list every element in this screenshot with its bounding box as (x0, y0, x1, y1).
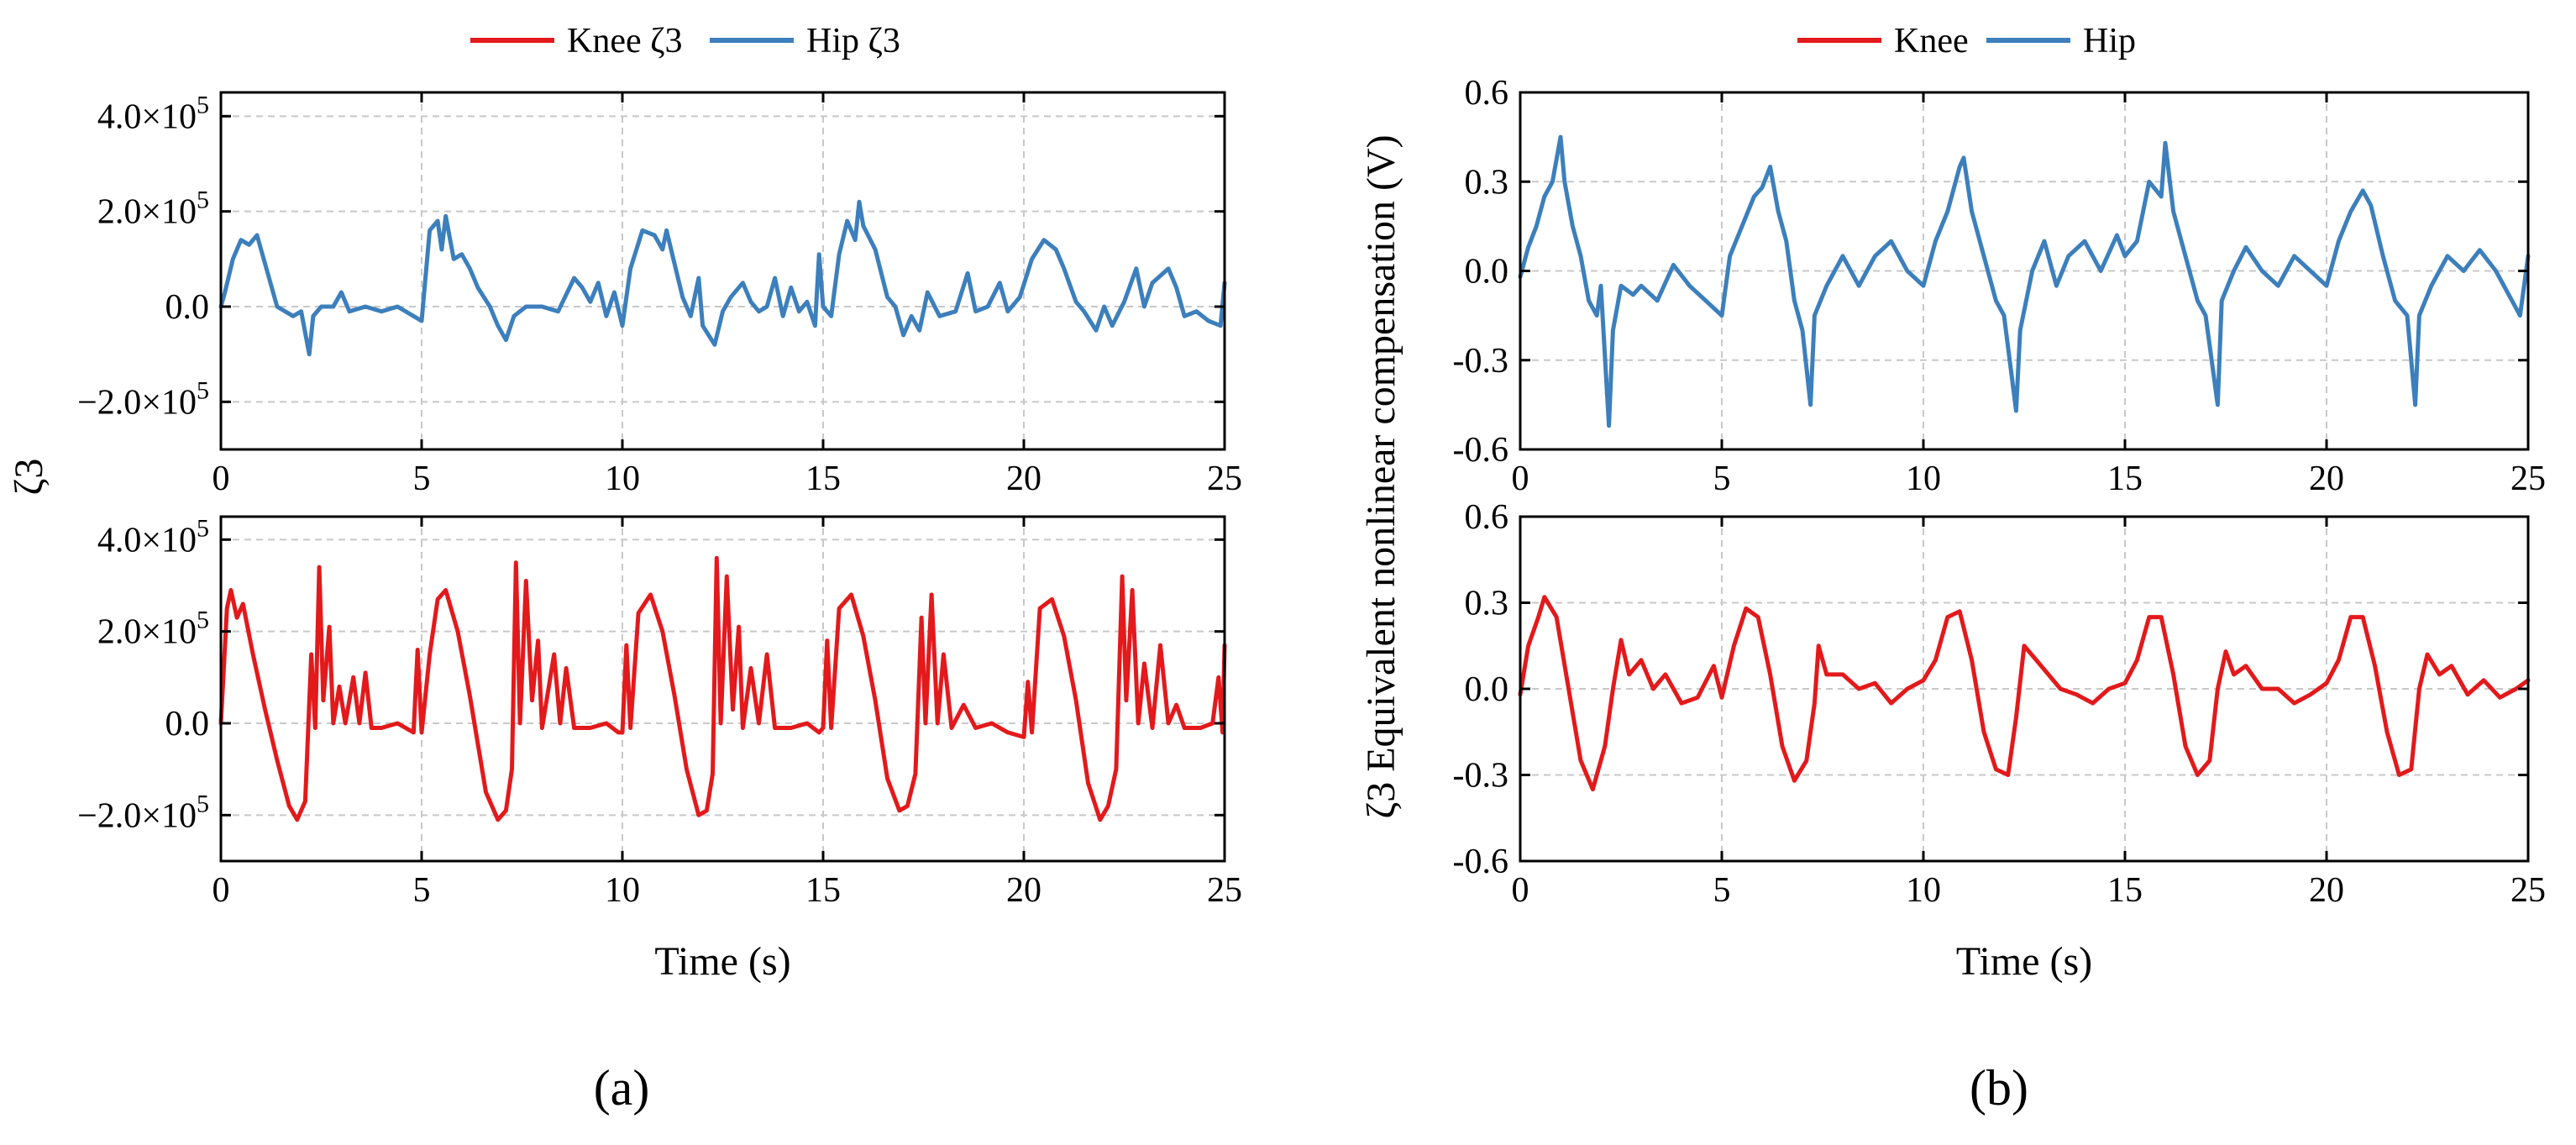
x-tick-label: 15 (2107, 871, 2143, 910)
x-tick-label: 10 (605, 460, 640, 498)
panel-label-a: (a) (594, 1060, 650, 1116)
subplot-hip: 0 5 10 15 20 25 -0.6 -0.3 0.0 0.3 0.6 (1453, 74, 2547, 498)
subplot-knee: 0 5 10 15 20 25 -0.6 -0.3 0.0 0.3 0.6 (1453, 498, 2547, 910)
x-tick-label: 20 (2309, 871, 2344, 910)
x-axis-label: Time (s) (1956, 939, 2092, 984)
y-tick-label: 2.0×105 (97, 186, 209, 232)
legend-label-1: Hip ζ3 (806, 22, 900, 60)
x-tick-label: 25 (2510, 871, 2546, 910)
x-tick-label: 10 (605, 871, 640, 910)
y-tick-label: 0.3 (1465, 585, 1509, 623)
panel-label-b: (b) (1970, 1060, 2028, 1116)
y-tick-label: −2.0×105 (77, 376, 209, 422)
plot-frame (219, 91, 1226, 451)
series-line (218, 555, 1227, 822)
x-tick-label: 0 (1512, 460, 1529, 498)
y-axis-label: ζ3 (7, 459, 51, 496)
x-tick-label: 20 (2309, 460, 2344, 498)
x-tick-label: 20 (1006, 871, 1041, 910)
chart-panel-a: Knee ζ3 Hip ζ3 ζ3 0 5 10 15 20 25 −2.0×105 0.0 2.0×… (7, 22, 1242, 1116)
y-tick-label: 4.0×105 (97, 514, 209, 559)
y-tick-label: -0.3 (1453, 342, 1509, 381)
x-tick-label: 25 (1207, 871, 1242, 910)
y-tick-label: −2.0×105 (77, 790, 209, 835)
x-tick-label: 5 (1713, 460, 1731, 498)
x-tick-label: 25 (1207, 460, 1242, 498)
y-tick-label: 0.3 (1465, 163, 1509, 202)
y-tick-label: 0.0 (165, 705, 210, 743)
x-axis-label: Time (s) (654, 939, 790, 984)
x-tick-label: 25 (2510, 460, 2546, 498)
legend-label-1: Hip (2083, 22, 2136, 60)
x-tick-label: 10 (1906, 460, 1941, 498)
y-tick-label: -0.3 (1453, 757, 1509, 796)
y-tick-label: 0.0 (165, 288, 210, 327)
y-tick-label: 0.0 (1465, 253, 1509, 292)
y-tick-label: -0.6 (1453, 843, 1509, 881)
x-tick-label: 20 (1006, 460, 1041, 498)
x-tick-label: 0 (212, 871, 230, 910)
legend-label-0: Knee (1894, 22, 1969, 60)
y-tick-label: 2.0×105 (97, 607, 209, 652)
x-tick-label: 15 (805, 460, 841, 498)
chart-panel-b: Knee Hip ζ3 Equivalent nonlinear compensat… (1359, 22, 2546, 1116)
plot-frame (219, 515, 1226, 863)
x-tick-label: 10 (1906, 871, 1941, 910)
y-tick-label: -0.6 (1453, 431, 1509, 470)
x-tick-label: 5 (1713, 871, 1731, 910)
y-tick-label: 0.6 (1465, 498, 1509, 537)
y-tick-label: 0.6 (1465, 74, 1509, 113)
x-tick-label: 0 (1512, 871, 1529, 910)
series-line (1518, 134, 2531, 428)
subplot-hip-3: 0 5 10 15 20 25 −2.0×105 0.0 2.0×105 4.0×105 (77, 91, 1242, 498)
series-line (1518, 595, 2531, 792)
x-tick-label: 5 (413, 460, 431, 498)
legend-label-0: Knee ζ3 (567, 22, 683, 60)
series-line (218, 199, 1227, 357)
x-tick-label: 5 (413, 871, 431, 910)
subplot-knee-3: 0 5 10 15 20 25 −2.0×105 0.0 2.0×105 4.0×105 (77, 514, 1242, 910)
y-tick-label: 4.0×105 (97, 91, 209, 136)
x-tick-label: 0 (212, 460, 230, 498)
y-tick-label: 0.0 (1465, 670, 1509, 709)
y-axis-label: ζ3 Equivalent nonlinear compensation (V) (1359, 134, 1403, 818)
x-tick-label: 15 (2107, 460, 2143, 498)
x-tick-label: 15 (805, 871, 841, 910)
